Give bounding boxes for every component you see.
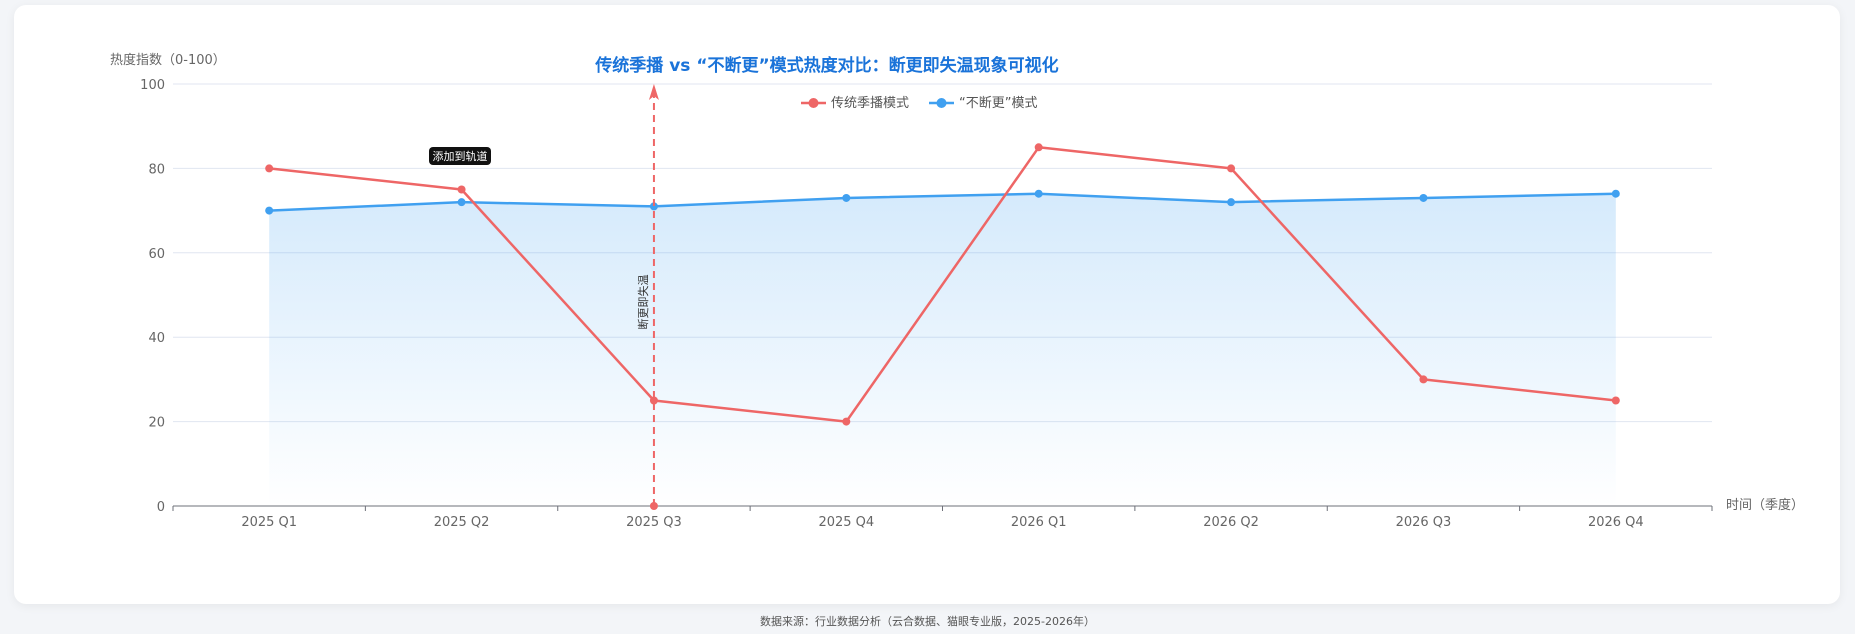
- x-tick-label: 2026 Q3: [1396, 515, 1452, 530]
- data-point: [457, 185, 466, 194]
- x-axis-title: 时间（季度）: [1726, 497, 1804, 513]
- legend-dot-icon: [936, 98, 947, 108]
- y-tick-label: 20: [148, 416, 165, 431]
- x-tick-label: 2025 Q4: [818, 515, 874, 530]
- data-point: [1419, 193, 1428, 202]
- series-area: [269, 193, 1616, 506]
- legend-label: “不断更”模式: [959, 96, 1037, 111]
- x-tick-label: 2025 Q3: [626, 515, 682, 530]
- markline-start-dot: [649, 502, 658, 510]
- x-tick-label: 2026 Q2: [1203, 515, 1259, 530]
- series-line: [269, 192, 1616, 212]
- legend-item[interactable]: “不断更”模式: [929, 96, 1037, 111]
- legend-item[interactable]: 传统季播模式: [801, 96, 909, 111]
- data-point: [1611, 396, 1620, 405]
- markline-arrow-icon: [648, 84, 659, 100]
- data-point: [1034, 189, 1043, 198]
- x-tick-label: 2025 Q2: [434, 515, 490, 530]
- y-tick-label: 100: [140, 78, 165, 93]
- markline-label: 断更即失温: [636, 275, 650, 330]
- data-point: [457, 198, 466, 207]
- chart-title: 传统季播 vs “不断更”模式热度对比：断更即失温现象可视化: [594, 55, 1058, 76]
- legend[interactable]: 传统季播模式 “不断更”模式: [801, 96, 1037, 111]
- legend-label: 传统季播模式: [831, 96, 909, 111]
- y-tick-label: 80: [148, 162, 165, 177]
- data-point: [1227, 164, 1236, 173]
- data-point: [1034, 143, 1043, 152]
- y-axis-title: 热度指数（0-100）: [110, 52, 226, 68]
- data-point: [265, 206, 274, 215]
- x-tick-label: 2026 Q4: [1588, 515, 1644, 530]
- y-tick-label: 0: [157, 500, 165, 515]
- data-point: [842, 417, 851, 426]
- x-tick-label: 2025 Q1: [241, 515, 297, 530]
- data-source-footer: 数据来源：行业数据分析（云合数据、猫眼专业版，2025-2026年）: [760, 615, 1095, 628]
- tooltip-text: 添加到轨道: [433, 149, 488, 163]
- data-point: [649, 396, 658, 405]
- data-point: [1611, 189, 1620, 198]
- y-tick-label: 40: [148, 331, 165, 346]
- data-point: [842, 193, 851, 202]
- x-tick-label: 2026 Q1: [1011, 515, 1067, 530]
- data-point: [1227, 198, 1236, 207]
- data-point: [1419, 375, 1428, 384]
- series-line: [269, 146, 1616, 423]
- legend-dot-icon: [808, 98, 819, 108]
- y-tick-label: 60: [148, 247, 165, 262]
- data-point: [649, 202, 658, 211]
- data-point: [265, 164, 274, 173]
- tooltip: 添加到轨道: [429, 147, 491, 165]
